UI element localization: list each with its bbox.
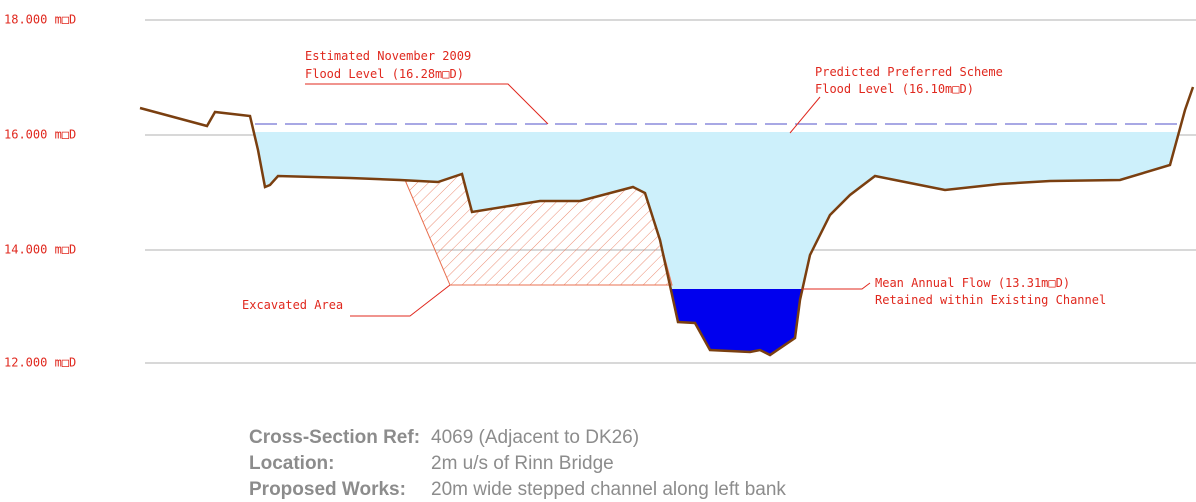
level-label: 14.000 m□D [4, 243, 76, 257]
level-label: 18.000 m□D [4, 13, 76, 27]
level-label: 12.000 m□D [4, 356, 76, 370]
info-value: 4069 (Adjacent to DK26) [431, 427, 639, 448]
info-label: Proposed Works: [249, 479, 406, 500]
annotation: Mean Annual Flow (13.31m□D) [875, 276, 1070, 290]
annotation: Predicted Preferred Scheme [815, 65, 1003, 79]
info-label: Cross-Section Ref: [249, 427, 420, 448]
level-label: 16.000 m□D [4, 128, 76, 142]
ground-profile [139, 86, 1195, 357]
annotation: Excavated Area [242, 298, 343, 312]
info-label: Location: [249, 453, 335, 474]
annotation: Estimated November 2009 [305, 49, 471, 63]
flood-water [254, 132, 1179, 355]
leaders [305, 83, 871, 317]
annotation: Flood Level (16.10m□D) [815, 82, 974, 96]
info-value: 20m wide stepped channel along left bank [431, 479, 786, 500]
annotation: Flood Level (16.28m□D) [305, 67, 464, 81]
annotation: Retained within Existing Channel [875, 293, 1106, 307]
info-value: 2m u/s of Rinn Bridge [431, 453, 614, 474]
